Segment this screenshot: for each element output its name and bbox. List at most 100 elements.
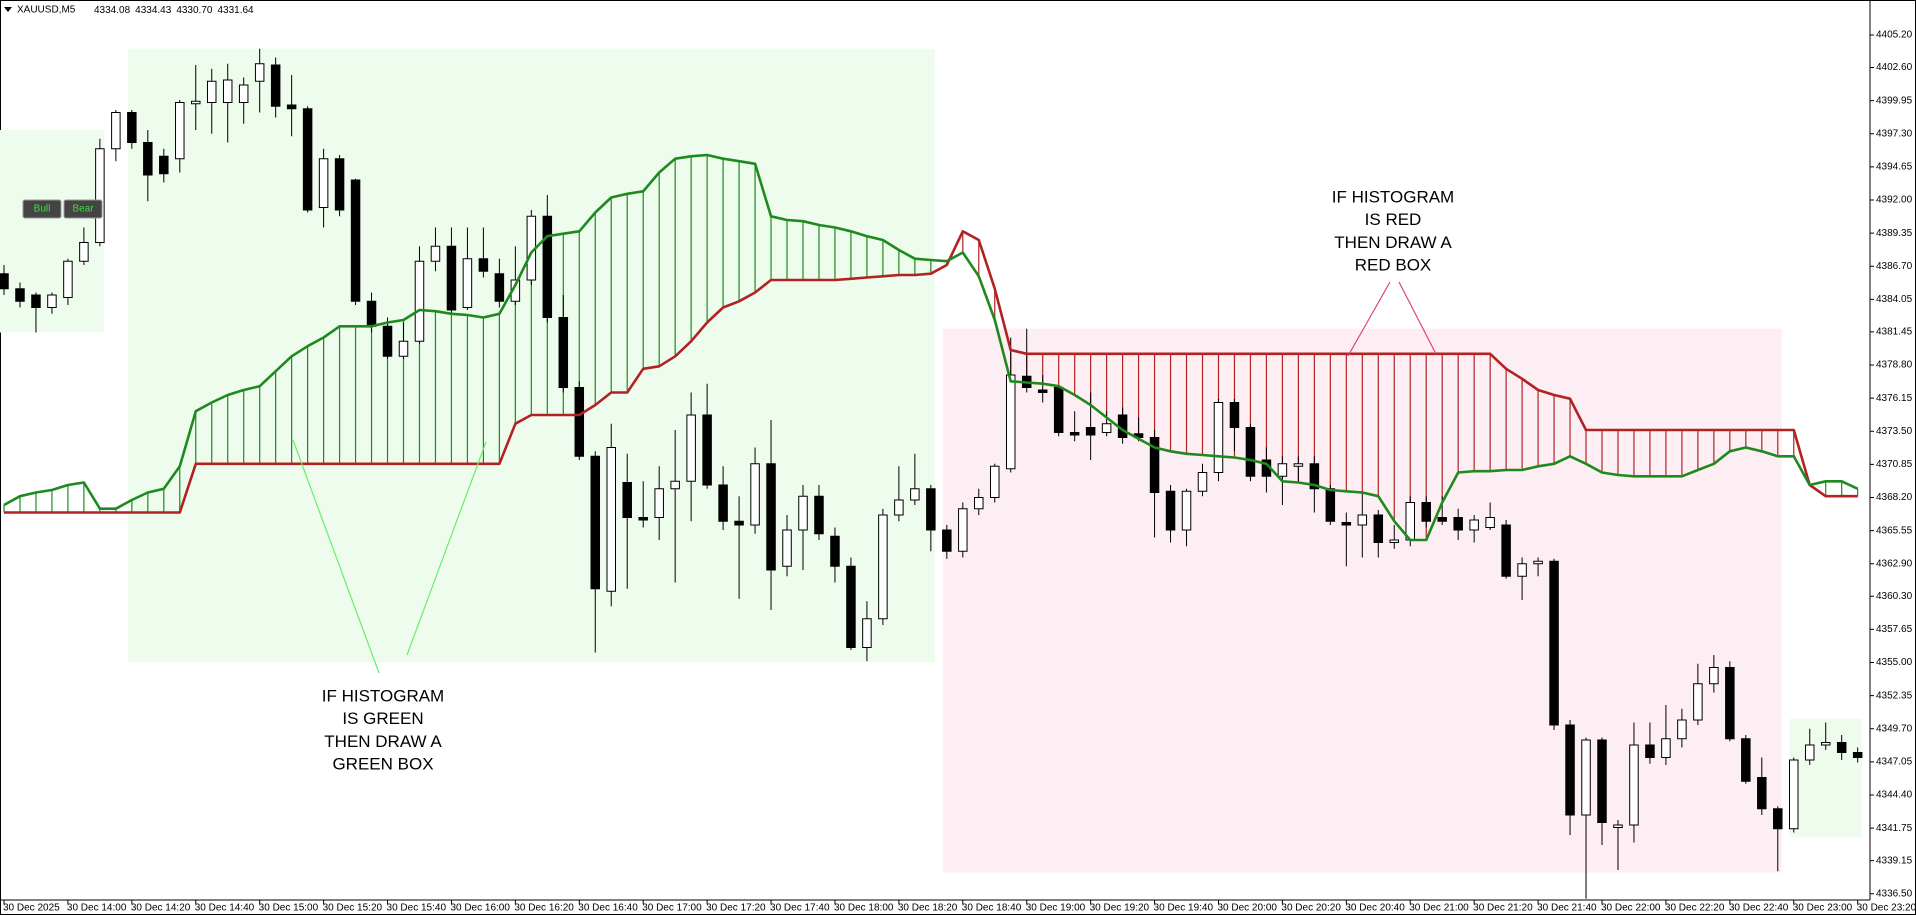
candle-body xyxy=(478,258,489,272)
candle-body xyxy=(143,142,153,176)
candle-body xyxy=(862,618,872,648)
x-tick-label: 30 Dec 19:00 xyxy=(1026,903,1086,914)
candle-body xyxy=(1565,724,1575,816)
candle-body xyxy=(1789,759,1799,830)
button-label[interactable]: Bull xyxy=(34,204,51,215)
annotation-pointer xyxy=(406,441,487,656)
y-tick-label: 4392.00 xyxy=(1876,195,1913,206)
y-tick-label: 4370.85 xyxy=(1876,459,1913,470)
candle-body xyxy=(1309,463,1320,490)
candle-body xyxy=(1165,490,1176,531)
candle-body xyxy=(1709,667,1719,685)
x-tick-label: 30 Dec 18:20 xyxy=(898,903,958,914)
candle-body xyxy=(318,158,329,208)
annotation-text: GREEN BOX xyxy=(332,755,433,774)
candle-body xyxy=(95,148,105,243)
y-tick-label: 4360.30 xyxy=(1876,591,1913,602)
y-tick-label: 4347.05 xyxy=(1876,757,1913,768)
candle-body xyxy=(942,529,952,552)
y-tick-label: 4368.20 xyxy=(1876,492,1913,503)
candle-body xyxy=(1421,502,1431,522)
candle-body xyxy=(622,482,632,518)
y-tick-label: 4399.95 xyxy=(1876,95,1913,106)
x-tick-label: 30 Dec 21:40 xyxy=(1537,903,1597,914)
annotation-text: IF HISTOGRAM xyxy=(1332,187,1454,206)
menu-arrow xyxy=(4,7,12,12)
candle-body xyxy=(191,100,201,105)
candle-body xyxy=(1549,560,1559,726)
header-value: 4330.70 xyxy=(176,5,213,16)
annotation-pointer xyxy=(1398,281,1437,355)
candle-body xyxy=(542,215,553,318)
button-label[interactable]: Bear xyxy=(72,204,94,215)
x-tick-label: 30 Dec 20:20 xyxy=(1281,903,1341,914)
candle-body xyxy=(894,499,904,516)
x-tick-label: 30 Dec 15:40 xyxy=(387,903,447,914)
button[interactable] xyxy=(22,199,62,219)
candle-body xyxy=(990,465,1000,498)
x-tick-label: 30 Dec 17:00 xyxy=(642,903,702,914)
candle-body xyxy=(926,488,936,531)
y-tick-label: 4397.30 xyxy=(1876,128,1913,139)
candle-body xyxy=(430,245,441,262)
y-tick-label: 4365.55 xyxy=(1876,525,1913,536)
indicator-line xyxy=(3,153,1859,542)
candle-body xyxy=(1293,463,1304,467)
candle-body xyxy=(1852,752,1863,758)
x-tick-label: 30 Dec 17:40 xyxy=(770,903,830,914)
candle-body xyxy=(1389,539,1400,543)
candle-body xyxy=(446,245,457,311)
candle-body xyxy=(1469,519,1479,531)
y-tick-label: 4355.00 xyxy=(1876,657,1913,668)
candle-body xyxy=(1437,517,1447,522)
annotation-text: THEN DRAW A xyxy=(1334,233,1452,252)
y-tick-label: 4384.05 xyxy=(1876,294,1913,305)
lines-layer xyxy=(3,153,1859,542)
y-tick-label: 4386.70 xyxy=(1876,261,1913,272)
candle-body xyxy=(910,488,920,501)
x-tick-label: 30 Dec 15:00 xyxy=(259,903,319,914)
candle-body xyxy=(1517,563,1527,577)
candle-body xyxy=(1101,423,1112,433)
x-tick-label: 30 Dec 16:20 xyxy=(514,903,574,914)
header-value: 4331.64 xyxy=(217,5,254,16)
candle-body xyxy=(974,497,984,510)
candle-body xyxy=(1581,739,1591,816)
button[interactable] xyxy=(63,199,103,219)
candle-body xyxy=(1325,488,1336,522)
candle-body xyxy=(1661,738,1671,758)
candle-body xyxy=(638,517,648,521)
candle-body xyxy=(1405,502,1415,541)
candle-body xyxy=(47,294,57,308)
candle-body xyxy=(1149,437,1160,493)
annotation-text: RED BOX xyxy=(1355,256,1432,275)
candle-body xyxy=(0,273,9,290)
annotation-pointer xyxy=(1347,281,1391,357)
indicator-line xyxy=(4,230,1858,514)
candle-body xyxy=(830,535,840,567)
candle-body xyxy=(798,495,808,531)
candle-body xyxy=(1005,374,1016,470)
candle-body xyxy=(111,112,121,150)
candle-body xyxy=(814,495,824,535)
y-tick-label: 4349.70 xyxy=(1876,723,1913,734)
candle-body xyxy=(670,480,680,490)
y-tick-label: 4362.90 xyxy=(1876,558,1913,569)
candle-body xyxy=(350,179,361,302)
candle-body xyxy=(718,484,728,522)
candle-body xyxy=(574,387,585,457)
annotations-layer: IF HISTOGRAM IS GREEN THEN DRAW A GREEN BOX… xyxy=(292,187,1454,774)
candle-body xyxy=(1501,524,1511,577)
candle-body xyxy=(1277,463,1288,477)
candle-body xyxy=(270,64,281,107)
candle-body xyxy=(1645,744,1655,758)
header-values: 4334.08 4334.43 4330.70 4331.64 xyxy=(94,5,254,16)
y-tick-label: 4357.65 xyxy=(1876,624,1913,635)
x-tick-label: 30 Dec 14:20 xyxy=(131,903,191,914)
y-tick-label: 4344.40 xyxy=(1876,790,1913,801)
y-tick-label: 4405.20 xyxy=(1876,30,1913,41)
candle-body xyxy=(1069,432,1080,436)
